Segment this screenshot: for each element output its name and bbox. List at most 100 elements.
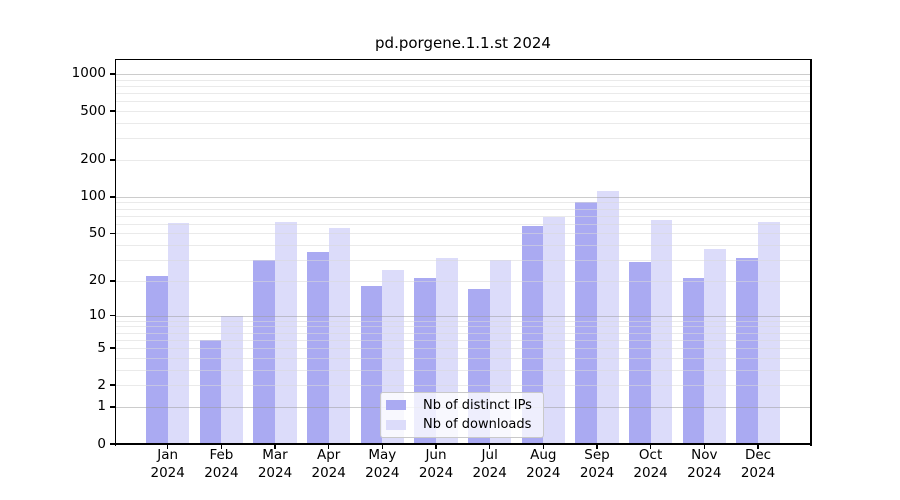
y-tick <box>110 110 116 112</box>
bar-distinct-ips <box>145 276 168 443</box>
y-tick-label: 50 <box>88 224 106 241</box>
y-tick <box>110 406 116 408</box>
gridline-major <box>116 73 810 75</box>
x-tick-label-line: 2024 <box>687 464 722 481</box>
gridline-minor <box>116 339 810 341</box>
bar-downloads <box>597 190 619 443</box>
y-tick-label: 500 <box>80 102 106 119</box>
legend-swatch-downloads <box>386 419 406 431</box>
bar-downloads <box>328 228 351 443</box>
gridline-major <box>116 315 810 317</box>
x-tick-label-line: 2024 <box>472 464 507 481</box>
x-tick <box>327 444 330 449</box>
x-tick <box>757 444 759 449</box>
y-tick <box>110 159 116 161</box>
y-tick <box>110 384 116 386</box>
x-tick-label: Aug 2024 <box>515 447 571 482</box>
x-tick-label-line: 2024 <box>526 464 561 481</box>
x-tick-label: Feb 2024 <box>193 447 249 482</box>
x-tick-label-line: 2024 <box>740 464 776 481</box>
y-tick-label: 20 <box>88 272 106 289</box>
gridline-minor <box>116 260 810 261</box>
x-tick-label-line: Jun <box>425 447 447 463</box>
y-tick-label: 10 <box>88 307 106 323</box>
axis-spine-left <box>114 58 116 446</box>
bar-downloads <box>650 220 673 443</box>
x-tick <box>220 444 223 449</box>
y-tick <box>110 196 116 198</box>
gridline-minor <box>116 332 810 334</box>
x-tick-label-line: 2024 <box>311 464 346 481</box>
y-tick <box>110 232 116 235</box>
y-tick <box>110 73 116 75</box>
x-tick-label: Apr 2024 <box>301 447 357 482</box>
x-tick-label-line: 2024 <box>204 464 239 481</box>
bar-distinct-ips <box>306 252 329 443</box>
chart-title: pd.porgene.1.1.st 2024 <box>375 34 551 52</box>
gridline-minor <box>116 223 810 225</box>
x-tick <box>166 444 169 449</box>
axis-spine-top <box>115 58 811 60</box>
x-tick-label-line: 2024 <box>418 464 454 481</box>
gridline-major <box>116 196 810 198</box>
y-tick-label: 1 <box>97 398 106 415</box>
gridline-minor <box>116 357 810 359</box>
x-tick-label-line: Jan <box>157 447 179 463</box>
bar-downloads <box>758 222 780 443</box>
x-tick <box>703 444 706 449</box>
y-tick <box>110 443 116 445</box>
y-tick-label: 0 <box>97 435 106 452</box>
y-tick-label: 2 <box>97 376 106 393</box>
y-tick-label: 200 <box>80 151 106 168</box>
gridline-minor <box>116 215 810 217</box>
x-tick-label-line: Dec <box>744 447 772 463</box>
bar-distinct-ips <box>628 261 651 443</box>
legend-label-distinct-ips: Nb of distinct IPs <box>423 397 532 413</box>
x-tick <box>596 444 598 449</box>
x-tick-label-line: 2024 <box>633 464 668 481</box>
y-tick-label: 5 <box>97 339 106 356</box>
x-tick-label-line: 2024 <box>579 464 615 481</box>
legend-swatch-distinct-ips <box>386 399 406 411</box>
gridline-minor <box>116 122 810 124</box>
x-tick-label: Jun 2024 <box>408 447 464 482</box>
bar-distinct-ips <box>521 225 544 443</box>
plot-area <box>114 58 812 446</box>
x-tick-label: Jul 2024 <box>462 447 518 482</box>
bar-distinct-ips <box>199 339 222 443</box>
bar-distinct-ips <box>253 260 275 443</box>
gridline-minor <box>116 101 810 103</box>
gridline-minor <box>116 85 810 87</box>
bar-downloads <box>221 315 244 443</box>
y-tick-label: 100 <box>80 188 106 205</box>
gridline-minor <box>116 326 810 328</box>
x-tick-label: Jan 2024 <box>140 447 196 482</box>
gridline-minor <box>116 208 810 210</box>
legend-entry-distinct-ips: Nb of distinct IPs <box>386 398 543 413</box>
bar-distinct-ips <box>360 286 383 443</box>
bar-downloads <box>543 217 566 443</box>
axis-spine-bottom <box>115 443 811 445</box>
y-tick <box>110 314 116 317</box>
gridline-minor <box>116 280 810 282</box>
gridline-minor <box>116 385 810 387</box>
x-tick-label-line: Nov <box>691 447 718 463</box>
y-tick <box>110 347 116 349</box>
bar-downloads <box>275 222 297 443</box>
x-tick <box>435 444 437 449</box>
gridline-minor <box>116 111 810 112</box>
axis-spine-right <box>810 58 812 446</box>
x-tick-label-line: Mar <box>262 447 288 463</box>
bar-distinct-ips <box>575 202 597 443</box>
legend-label-downloads: Nb of downloads <box>423 417 532 433</box>
y-tick <box>110 280 116 282</box>
x-tick-label-line: 2024 <box>150 464 185 481</box>
gridline-minor <box>116 348 810 349</box>
x-tick-label-line: May <box>368 447 397 463</box>
gridline-minor <box>116 138 810 140</box>
x-tick <box>488 444 491 449</box>
x-tick <box>542 444 545 449</box>
x-tick <box>274 444 276 449</box>
gridline-minor <box>116 93 810 94</box>
